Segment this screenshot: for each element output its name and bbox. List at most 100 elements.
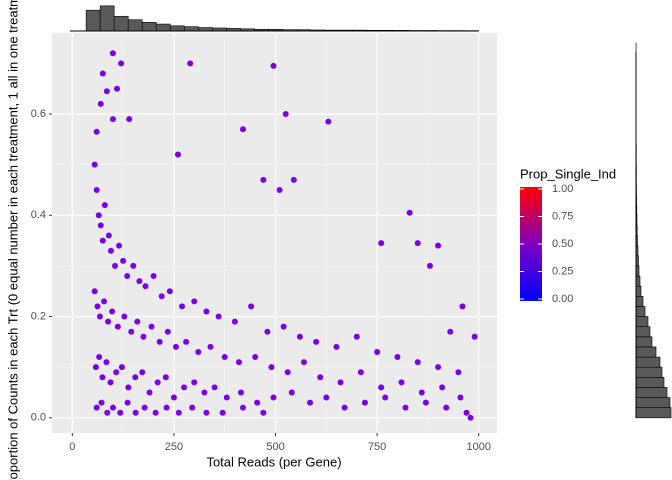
- point: [126, 116, 133, 123]
- point: [422, 399, 429, 406]
- point: [406, 209, 413, 216]
- point: [124, 399, 131, 406]
- point: [104, 409, 111, 416]
- point: [141, 404, 148, 411]
- point: [290, 176, 297, 183]
- point: [101, 298, 108, 305]
- point: [114, 323, 121, 330]
- histogram-bar: [635, 285, 642, 297]
- point: [111, 262, 118, 269]
- point: [120, 257, 127, 264]
- point: [189, 404, 196, 411]
- point: [103, 359, 110, 366]
- point: [109, 404, 116, 411]
- point: [447, 328, 454, 335]
- point: [443, 404, 450, 411]
- point: [166, 288, 173, 295]
- histogram-bar: [635, 316, 649, 327]
- point: [455, 369, 462, 376]
- point: [300, 359, 307, 366]
- point: [118, 364, 125, 371]
- point: [260, 409, 267, 416]
- histogram-bar: [141, 22, 157, 32]
- point: [162, 374, 169, 381]
- point: [378, 240, 385, 247]
- point: [132, 374, 139, 381]
- x-tick-label: 1000: [466, 441, 490, 453]
- point: [221, 354, 228, 361]
- point: [463, 409, 470, 416]
- point: [467, 414, 474, 421]
- point: [457, 394, 464, 401]
- point: [337, 379, 344, 386]
- point: [361, 399, 368, 406]
- point: [284, 369, 291, 376]
- point: [211, 384, 218, 391]
- point: [118, 60, 125, 67]
- point: [248, 303, 255, 310]
- point: [158, 293, 165, 300]
- point: [109, 116, 116, 123]
- point: [95, 212, 102, 219]
- point: [207, 343, 214, 350]
- point: [187, 60, 194, 67]
- point: [435, 242, 442, 249]
- histogram-bar: [198, 27, 213, 32]
- histogram-bar: [85, 9, 101, 32]
- colorbar: [520, 187, 542, 301]
- histogram-bar: [169, 25, 185, 32]
- colorbar-tick-label: 0.25: [552, 265, 573, 277]
- point: [235, 359, 242, 366]
- point: [117, 409, 124, 416]
- point: [93, 404, 100, 411]
- point: [128, 328, 135, 335]
- point: [114, 85, 121, 92]
- point: [357, 369, 364, 376]
- histogram-bar: [635, 366, 663, 378]
- point: [94, 303, 101, 310]
- point: [270, 62, 277, 69]
- point: [353, 333, 360, 340]
- y-tick-label: 0.0: [31, 412, 46, 424]
- point: [96, 313, 103, 320]
- histogram-bar: [635, 295, 644, 307]
- point: [140, 333, 147, 340]
- point: [317, 374, 324, 381]
- point: [240, 404, 247, 411]
- point: [174, 151, 181, 158]
- point: [107, 379, 114, 386]
- point: [270, 394, 277, 401]
- point: [107, 247, 114, 254]
- point: [191, 298, 198, 305]
- point: [179, 303, 186, 310]
- point: [307, 399, 314, 406]
- x-tick-label: 250: [165, 441, 183, 453]
- point: [121, 313, 128, 320]
- point: [130, 262, 137, 269]
- histogram-bar: [99, 5, 115, 32]
- point: [459, 303, 466, 310]
- colorbar-tick-label: 1.00: [552, 183, 573, 195]
- y-tick-label: 0.2: [31, 310, 46, 322]
- point: [471, 333, 478, 340]
- y-tick-label: 0.4: [31, 209, 46, 221]
- point: [252, 354, 259, 361]
- point: [97, 100, 104, 107]
- point: [142, 283, 149, 290]
- point: [148, 323, 155, 330]
- histogram-bar: [635, 407, 672, 419]
- point: [172, 343, 179, 350]
- point: [150, 273, 157, 280]
- point: [313, 338, 320, 345]
- point: [97, 222, 104, 229]
- point: [414, 240, 421, 247]
- point: [219, 409, 226, 416]
- point: [96, 354, 103, 361]
- point: [93, 186, 100, 193]
- point: [124, 273, 131, 280]
- x-tick-label: 500: [266, 441, 284, 453]
- point: [99, 70, 106, 77]
- point: [164, 328, 171, 335]
- point: [146, 389, 153, 396]
